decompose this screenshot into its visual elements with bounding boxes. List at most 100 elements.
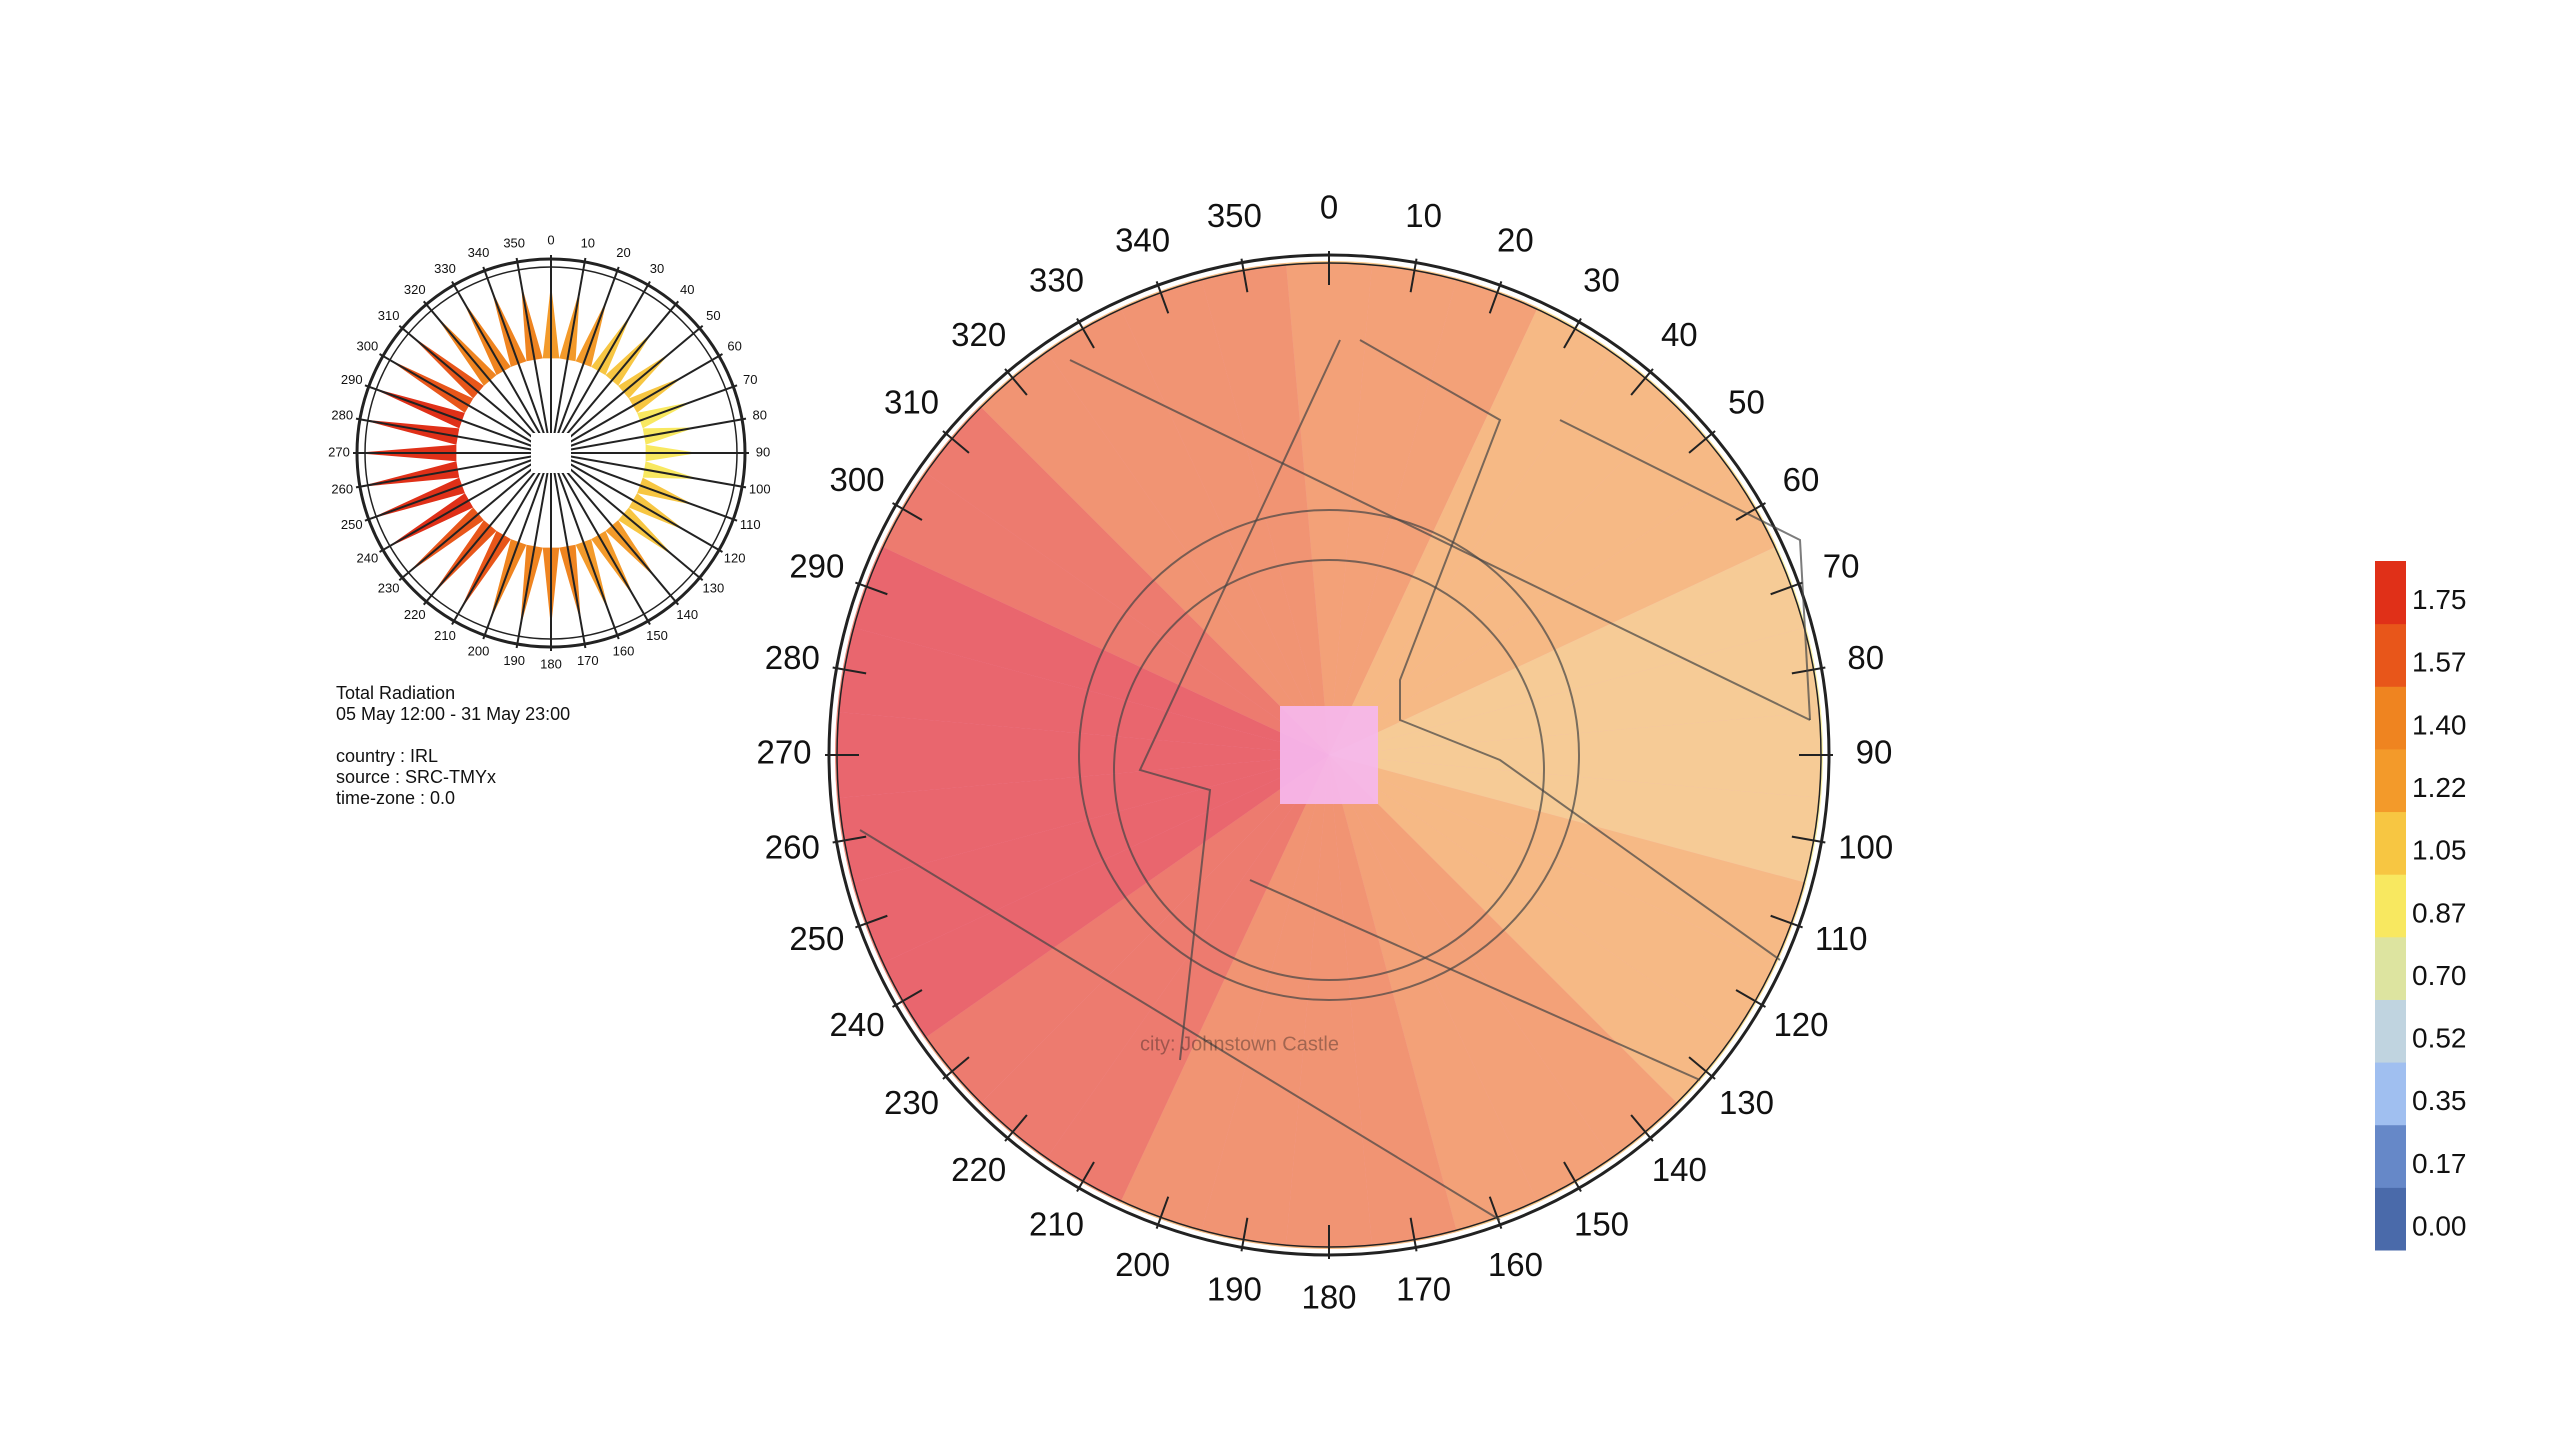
angle-label: 240	[357, 550, 379, 565]
small-rose: 0 10 20 30 40 50 60 70 80 90 100 110 120 130 140 150 160…	[328, 232, 770, 671]
angle-label: 330	[434, 261, 456, 276]
angle-tick	[550, 452, 723, 553]
angle-tick	[892, 989, 923, 1008]
rose-petal	[491, 288, 527, 367]
angle-tick	[1409, 1217, 1418, 1252]
rose-petal	[851, 546, 1329, 755]
rose-petal	[591, 530, 635, 598]
angle-label: 10	[1405, 197, 1442, 234]
angle-label: 230	[378, 581, 400, 596]
angle-tick	[550, 300, 680, 454]
angle-label: 100	[749, 481, 771, 496]
rose-petal	[1201, 755, 1329, 1248]
legend-tick-label: 1.05	[2412, 835, 2467, 866]
angle-tick	[1155, 1196, 1170, 1229]
angle-label: 280	[765, 639, 820, 676]
rose-petal	[851, 755, 1329, 964]
info-country: country : IRL	[336, 746, 438, 766]
angle-tick	[1770, 914, 1803, 929]
rose-petal	[628, 376, 684, 413]
rose-petal	[559, 544, 581, 623]
angle-label: 300	[357, 338, 379, 353]
angle-tick	[482, 266, 552, 454]
angle-tick	[1240, 258, 1249, 293]
angle-tick	[482, 452, 552, 640]
angle-tick	[398, 452, 552, 582]
rose-petal	[359, 419, 460, 445]
rose-petal	[462, 299, 511, 376]
angle-tick	[515, 452, 552, 649]
rose-petal	[642, 427, 697, 445]
angle-tick	[832, 835, 867, 844]
rose-petal	[881, 755, 1329, 1039]
angle-tick	[550, 384, 738, 454]
rose-petal	[979, 350, 1329, 755]
angle-tick	[1004, 368, 1028, 396]
legend-tick-label: 1.40	[2412, 709, 2467, 740]
angle-label: 180	[1301, 1279, 1356, 1316]
rose-petal	[637, 401, 692, 429]
angle-label: 250	[789, 920, 844, 957]
angle-label: 20	[1497, 222, 1534, 259]
legend-tick-label: 0.17	[2412, 1148, 2467, 1179]
angle-label: 210	[1029, 1206, 1084, 1243]
angle-tick	[550, 452, 747, 489]
rose-petal	[368, 477, 465, 520]
angle-label: 20	[616, 245, 630, 260]
rose-petal	[1329, 471, 1777, 755]
angle-tick	[1770, 581, 1803, 596]
legend-tick-label: 0.70	[2412, 960, 2467, 991]
angle-label: 220	[951, 1151, 1006, 1188]
plan-ring	[1078, 509, 1580, 1001]
angle-label: 200	[468, 644, 490, 659]
rose-petal	[1329, 262, 1457, 755]
angle-tick	[422, 300, 552, 454]
rose-petal	[1285, 755, 1373, 1250]
angle-label: 180	[540, 656, 562, 671]
angle-tick	[451, 281, 552, 454]
legend-swatch	[2375, 874, 2406, 938]
angle-tick	[515, 257, 552, 454]
rose-petal	[637, 477, 695, 506]
angle-label: 260	[331, 481, 353, 496]
angle-label: 60	[1783, 461, 1820, 498]
rose-petal	[1329, 755, 1734, 1105]
legend: 0.00 0.17 0.35 0.52 0.70 0.87 1.05 1.22 1.40 1.57…	[2375, 561, 2467, 1251]
angle-tick	[1004, 1114, 1028, 1142]
legend-swatch	[2375, 686, 2406, 750]
angle-label: 100	[1838, 828, 1893, 865]
plan-edge	[859, 829, 1501, 1221]
angle-tick	[550, 417, 747, 454]
info-source: source : SRC-TMYx	[336, 767, 496, 787]
rose-petal	[1045, 755, 1329, 1203]
plan-center	[1280, 706, 1378, 804]
angle-tick	[1630, 368, 1654, 396]
legend-tick-label: 0.87	[2412, 897, 2467, 928]
angle-label: 190	[503, 653, 525, 668]
angle-label: 120	[1773, 1006, 1828, 1043]
rose-petal	[1329, 627, 1822, 755]
angle-tick	[1791, 666, 1826, 675]
rose-petal	[628, 493, 686, 531]
angle-label: 230	[884, 1084, 939, 1121]
rose-petal	[1329, 277, 1538, 755]
rose-petal	[575, 299, 608, 367]
info-title: Total Radiation	[336, 683, 455, 703]
angle-tick	[379, 353, 552, 454]
angle-label: 140	[676, 607, 698, 622]
angle-label: 150	[1574, 1206, 1629, 1243]
rose-petal	[1329, 546, 1807, 755]
angle-tick	[1791, 835, 1826, 844]
angle-tick	[942, 1056, 970, 1080]
angle-label: 80	[1847, 639, 1884, 676]
angle-label: 210	[434, 628, 456, 643]
legend-swatch	[2375, 1124, 2406, 1188]
rose-petal	[979, 755, 1329, 1160]
rose-petal	[591, 313, 632, 376]
angle-label: 0	[547, 232, 554, 247]
rose-petal	[1285, 261, 1373, 755]
rose-petal	[924, 405, 1329, 755]
info-time-zone: time-zone : 0.0	[336, 788, 455, 808]
rose-petal	[520, 544, 543, 628]
